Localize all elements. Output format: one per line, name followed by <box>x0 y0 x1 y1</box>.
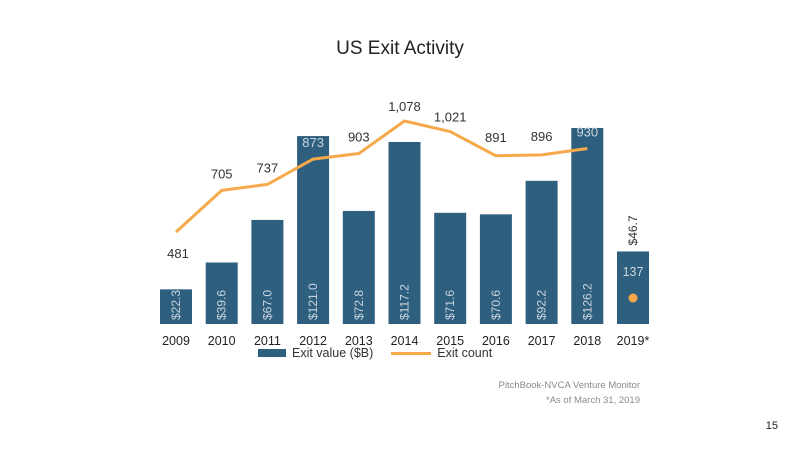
x-tick-label: 2011 <box>254 334 281 348</box>
legend-item-exit-value: Exit value ($B) <box>258 346 373 360</box>
chart-title: US Exit Activity <box>336 38 464 59</box>
legend-swatch-line <box>391 351 432 355</box>
bar <box>342 210 375 324</box>
x-tick-label: 2012 <box>299 334 327 348</box>
x-tick-label: 2018 <box>573 334 601 348</box>
x-tick-label: 2017 <box>528 334 556 348</box>
bar-value-label: $121.0 <box>306 283 320 320</box>
legend: Exit value ($B) Exit count <box>258 346 492 360</box>
x-tick-label: 2014 <box>391 334 419 348</box>
line-value-label: 873 <box>302 135 324 150</box>
bar-series: $22.3 $39.6 $67.0 $121.0 $72.8 $117.2 $71.6 $70… <box>160 128 649 324</box>
bar <box>479 214 512 324</box>
bar-value-label: $126.2 <box>580 283 594 320</box>
bar <box>251 219 284 324</box>
bar <box>160 289 192 324</box>
bar-value-label: $70.6 <box>489 290 503 320</box>
exit-count-line <box>174 119 588 234</box>
line-value-label: 137 <box>623 265 644 279</box>
x-axis: 2009 2010 2011 2012 2013 2014 2015 2016 2017 2018… <box>162 334 649 348</box>
line-value-label: 737 <box>257 160 279 175</box>
x-tick-label: 2013 <box>345 334 373 348</box>
x-tick-label: 2009 <box>162 334 190 348</box>
source-note: PitchBook-NVCA Venture Monitor *As of Ma… <box>498 378 640 408</box>
bar-value-label: $67.0 <box>260 290 274 320</box>
exit-count-marker <box>628 293 638 303</box>
line-value-label: 1,078 <box>388 99 421 114</box>
legend-swatch-bar <box>258 349 286 357</box>
bar-value-label: $92.2 <box>535 290 549 320</box>
bar <box>388 141 421 324</box>
source-text: PitchBook-NVCA Venture Monitor <box>498 380 640 391</box>
line-value-label: 1,021 <box>434 110 467 125</box>
line-series: 481 705 737 873 903 1,078 1,021 891 896 930 137 <box>167 99 643 303</box>
bar <box>525 180 558 324</box>
legend-label-exit-count: Exit count <box>437 346 493 360</box>
bar <box>571 128 604 324</box>
line-value-label: 930 <box>576 125 598 140</box>
page-number: 15 <box>765 420 778 432</box>
legend-item-exit-count: Exit count <box>391 346 492 360</box>
line-value-label: 705 <box>211 166 233 181</box>
bar <box>297 136 330 324</box>
bar-value-label: $72.8 <box>352 290 366 320</box>
bar <box>205 262 238 324</box>
line-value-label: 903 <box>348 130 370 145</box>
bar <box>617 251 649 324</box>
bar-value-label: $71.6 <box>443 290 457 320</box>
bar-value-label: $117.2 <box>398 284 412 320</box>
line-value-label: 896 <box>531 129 553 144</box>
line-value-label: 891 <box>485 130 507 145</box>
line-value-label: 481 <box>167 246 189 261</box>
bar-value-label: $39.6 <box>215 290 229 320</box>
bar-value-label: $46.7 <box>626 215 640 245</box>
footnote-text: *As of March 31, 2019 <box>546 395 640 406</box>
bar <box>434 212 467 324</box>
x-tick-label: 2019* <box>617 334 650 348</box>
bar-value-label: $22.3 <box>169 290 183 320</box>
x-tick-label: 2010 <box>208 334 236 348</box>
legend-label-exit-value: Exit value ($B) <box>292 346 374 360</box>
x-tick-label: 2015 <box>436 334 464 348</box>
x-tick-label: 2016 <box>482 334 510 348</box>
